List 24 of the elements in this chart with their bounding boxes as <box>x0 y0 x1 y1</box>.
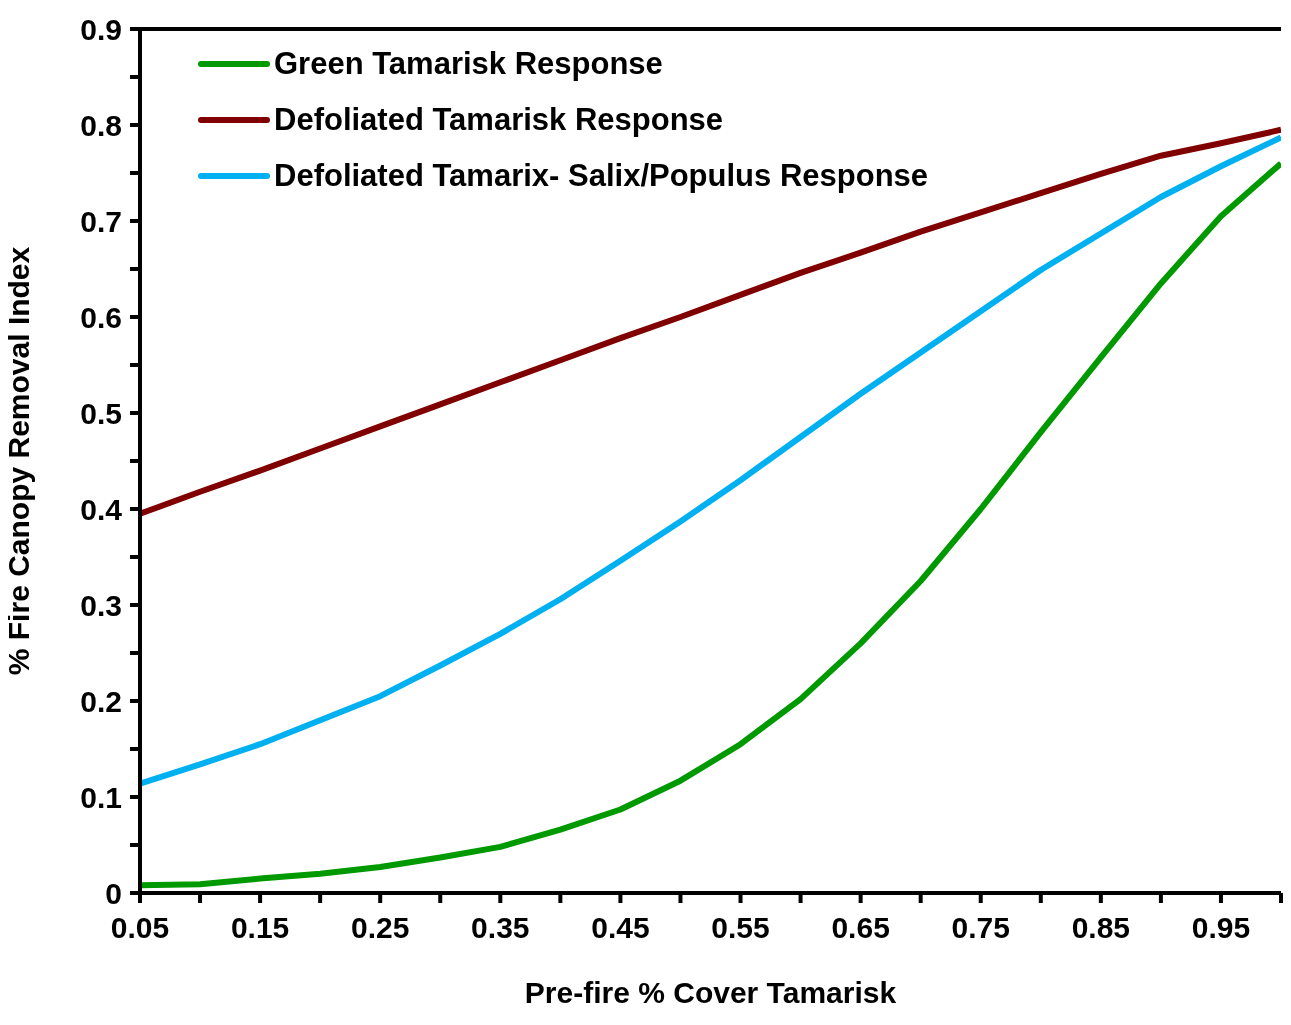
y-tick-label: 0.7 <box>80 204 122 238</box>
x-tick-label: 0.25 <box>351 911 410 945</box>
x-tick-label: 0.75 <box>951 911 1010 945</box>
y-tick-label: 0.1 <box>80 780 122 814</box>
y-tick-label: 0.2 <box>80 684 122 718</box>
y-tick-label: 0.5 <box>80 396 122 430</box>
legend-label: Green Tamarisk Response <box>274 45 663 83</box>
x-tick-label: 0.35 <box>471 911 530 945</box>
x-tick-label: 0.85 <box>1071 911 1131 945</box>
legend-label: Defoliated Tamarix- Salix/Populus Response <box>274 157 929 195</box>
x-tick-label: 0.45 <box>591 911 650 945</box>
x-tick-label: 0.05 <box>110 911 170 945</box>
x-tick-label: 0.15 <box>230 911 290 945</box>
legend-label: Defoliated Tamarisk Response <box>274 101 724 139</box>
x-axis-title: Pre-fire % Cover Tamarisk <box>524 976 897 1009</box>
x-tick-label: 0.95 <box>1191 911 1251 945</box>
y-tick-label: 0.6 <box>80 300 122 334</box>
y-tick-label: 0 <box>105 876 122 910</box>
x-tick-label: 0.55 <box>711 911 770 945</box>
y-tick-label: 0.4 <box>80 492 123 526</box>
x-tick-label: 0.65 <box>831 911 890 945</box>
y-tick-label: 0.9 <box>80 12 122 46</box>
y-tick-label: 0.3 <box>80 588 122 622</box>
y-tick-label: 0.8 <box>80 108 122 142</box>
